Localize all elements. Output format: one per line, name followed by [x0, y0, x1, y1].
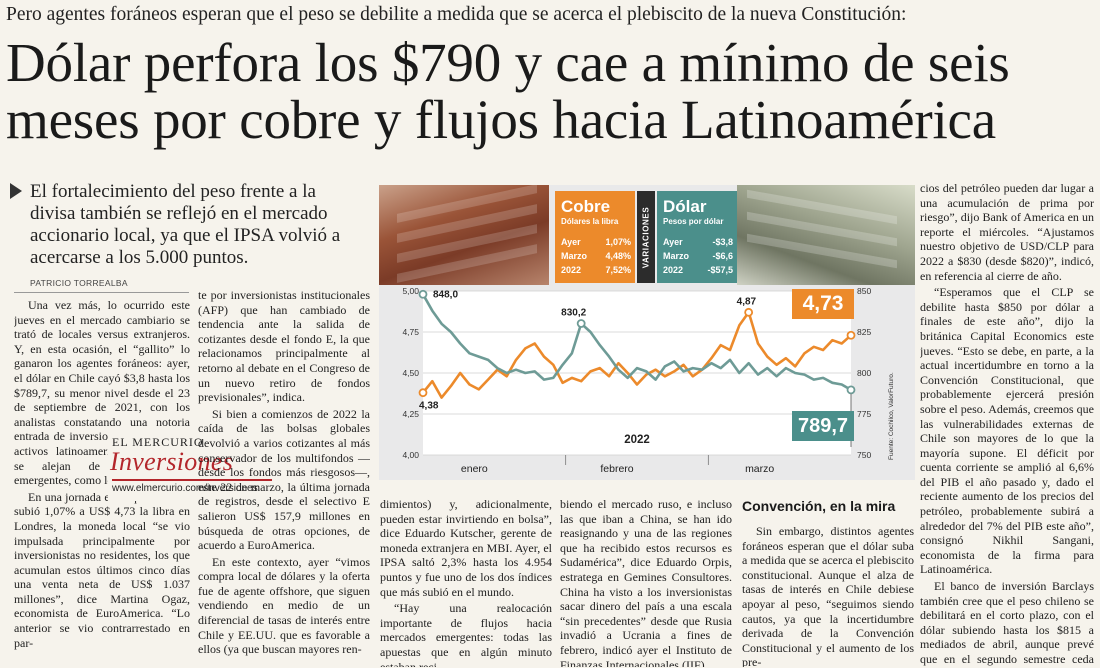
copper-title: Cobre — [561, 197, 611, 216]
y-left-tick-label: 4,25 — [402, 409, 419, 419]
lead-arrow-icon — [10, 183, 22, 199]
article-column-4: biendo el mercado ruso, e incluso las qu… — [560, 497, 732, 667]
y-left-tick-label: 5,00 — [402, 286, 419, 296]
dollar-infobox: Dólar Pesos por dólar Ayer -$3,8 Marzo -$6… — [657, 191, 737, 283]
paragraph: “Hay una realocación importante de flujo… — [380, 601, 552, 667]
copper-infobox: Cobre Dólares la libra Ayer 1,07% Marzo 4,… — [555, 191, 635, 283]
paragraph: cios del petróleo pueden dar lugar a una… — [920, 181, 1094, 283]
copper-photo — [379, 185, 549, 285]
copper-rows: Ayer 1,07% Marzo 4,48% 2022 7,52% — [561, 237, 631, 279]
dollar-row: Ayer -$3,8 — [663, 237, 733, 247]
paragraph: En este contexto, ayer “vimos compra loc… — [198, 554, 370, 657]
data-label: 830,2 — [561, 307, 586, 318]
brand-url-link[interactable]: www.elmercurio.com/inversiones — [112, 483, 258, 494]
paragraph: En una jornada en la que el cobre subió … — [14, 489, 190, 650]
y-right-tick-label: 775 — [857, 409, 871, 419]
y-right-tick-label: 825 — [857, 327, 871, 337]
inversiones-brand-box[interactable]: EL MERCURIO Inversiones www.elmercurio.c… — [108, 431, 276, 501]
copper-subtitle: Dólares la libra — [561, 217, 619, 226]
x-month-label: febrero — [600, 463, 633, 475]
data-marker — [418, 289, 428, 299]
data-label: 848,0 — [433, 289, 458, 300]
data-marker — [418, 388, 428, 398]
variaciones-tab: VARIACIONES — [637, 191, 655, 283]
dollar-subtitle: Pesos por dólar — [663, 217, 724, 226]
paragraph: biendo el mercado ruso, e incluso las qu… — [560, 497, 732, 667]
y-right-tick-label: 750 — [857, 450, 871, 460]
dollar-rows: Ayer -$3,8 Marzo -$6,6 2022 -$57,5 — [663, 237, 733, 279]
kicker: Pero agentes foráneos esperan que el pes… — [6, 4, 907, 25]
data-label: 4,87 — [737, 296, 757, 307]
y-left-tick-label: 4,50 — [402, 368, 419, 378]
y-left-tick-label: 4,75 — [402, 327, 419, 337]
dollar-title: Dólar — [663, 197, 707, 216]
article-column-6: cios del petróleo pueden dar lugar a una… — [920, 181, 1094, 667]
source-note: Fuente: Cochilco, ValorFuturo. — [888, 372, 895, 460]
brand-section: Inversiones — [110, 447, 234, 476]
paragraph: “Esperamos que el CLP se debilite hasta … — [920, 285, 1094, 577]
series-line-cobre — [421, 310, 852, 399]
subheading: Convención, en la mira — [742, 498, 896, 514]
x-month-label: enero — [461, 463, 488, 475]
year-label: 2022 — [624, 434, 650, 446]
headline-line-2: meses por cobre y flujos hacia Latinoamé… — [6, 89, 996, 150]
article-column-3: dimientos) y, adicionalmente, pueden est… — [380, 497, 552, 667]
copper-row: 2022 7,52% — [561, 265, 631, 275]
dollar-row: 2022 -$57,5 — [663, 265, 733, 275]
variaciones-label: VARIACIONES — [641, 206, 651, 269]
headline-line-1: Dólar perfora los $790 y cae a mínimo de… — [6, 32, 1010, 93]
price-line-chart: 5,00 850 4,75 825 4,50 800 4,25 775 4,00 750 enero… — [402, 286, 895, 475]
series-line-dolar — [421, 293, 852, 392]
article-column-5: Sin embargo, distintos agentes foráneos … — [742, 524, 914, 667]
paragraph: Sin embargo, distintos agentes foráneos … — [742, 524, 914, 667]
data-marker — [576, 319, 586, 328]
byline-rule — [14, 292, 189, 293]
copper-last-value: 4,73 — [792, 289, 854, 319]
dollar-bills-photo — [737, 185, 915, 285]
data-marker — [744, 307, 754, 317]
article-column-2: te por inversionistas institucionales (A… — [198, 288, 370, 668]
y-left-tick-label: 4,00 — [402, 450, 419, 460]
brand-name: EL MERCURIO — [112, 435, 204, 449]
byline: PATRICIO TORREALBA — [30, 278, 128, 288]
data-marker — [846, 330, 856, 340]
y-right-tick-label: 800 — [857, 368, 871, 378]
data-label: 4,38 — [419, 401, 439, 412]
brand-rule — [112, 479, 272, 481]
y-right-tick-label: 850 — [857, 286, 871, 296]
x-month-label: marzo — [745, 463, 774, 475]
headline: Dólar perfora los $790 y cae a mínimo de… — [6, 34, 1096, 148]
copper-row: Marzo 4,48% — [561, 251, 631, 261]
copper-row: Ayer 1,07% — [561, 237, 631, 247]
dollar-row: Marzo -$6,6 — [663, 251, 733, 261]
paragraph: El banco de inversión Barclays también c… — [920, 579, 1094, 667]
paragraph: dimientos) y, adicionalmente, pueden est… — [380, 497, 552, 599]
dollar-last-value: 789,7 — [792, 411, 854, 441]
lead-paragraph: El fortalecimiento del peso frente a la … — [30, 181, 341, 268]
paragraph: te por inversionistas institucionales (A… — [198, 288, 370, 405]
market-graphic: Cobre Dólares la libra Ayer 1,07% Marzo 4,… — [379, 185, 915, 480]
paragraph: Si bien a comienzos de 2022 la caída de … — [198, 406, 370, 553]
data-marker — [846, 385, 856, 395]
